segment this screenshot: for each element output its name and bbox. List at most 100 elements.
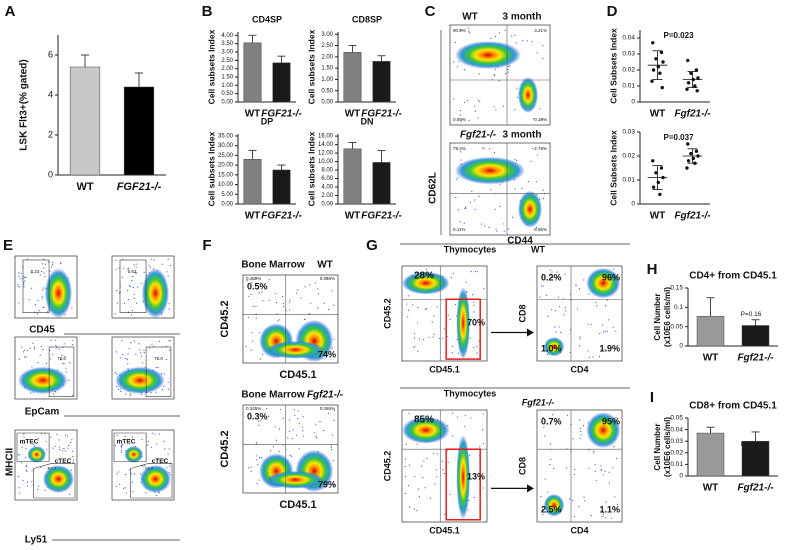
density-dot bbox=[554, 326, 556, 328]
density-dot bbox=[42, 263, 44, 265]
density-dot bbox=[521, 187, 523, 189]
density-dot bbox=[470, 271, 472, 273]
density-dot bbox=[25, 465, 27, 468]
density-dot bbox=[124, 393, 127, 395]
density-dot bbox=[29, 347, 31, 349]
density-dot bbox=[140, 283, 142, 285]
density-dot bbox=[304, 318, 306, 320]
density-dot bbox=[511, 35, 513, 37]
density-dot bbox=[68, 445, 70, 447]
y-tick-label: 16.00 bbox=[318, 134, 334, 140]
density-dot bbox=[613, 268, 615, 270]
density-dot bbox=[474, 110, 477, 112]
data-point bbox=[651, 185, 656, 189]
density-dot bbox=[32, 443, 34, 446]
annotation: P=0.037 bbox=[663, 133, 694, 142]
x-tick-label: FGF21-/- bbox=[361, 109, 402, 120]
density-blob bbox=[402, 416, 450, 444]
density-dot bbox=[595, 479, 598, 481]
density-dot bbox=[50, 436, 52, 438]
density-dot bbox=[128, 284, 130, 287]
density-dot bbox=[145, 492, 147, 494]
gate bbox=[145, 346, 172, 397]
density-dot bbox=[290, 455, 293, 457]
y-axis-label: Cell Subsets Index bbox=[608, 130, 618, 206]
density-dot bbox=[274, 426, 276, 428]
density-dot bbox=[23, 433, 25, 435]
density-dot bbox=[18, 275, 20, 277]
density-dot bbox=[425, 308, 428, 310]
density-dot bbox=[442, 337, 444, 340]
density-dot bbox=[476, 345, 478, 347]
y-tick-label: 0.03 bbox=[622, 51, 635, 58]
density-dot bbox=[489, 148, 491, 150]
density-dot bbox=[490, 37, 492, 39]
density-dot bbox=[168, 303, 170, 305]
y-tick-label: 2.00 bbox=[221, 66, 233, 72]
density-dot bbox=[558, 306, 561, 308]
density-dot bbox=[155, 391, 157, 393]
density-dot bbox=[115, 485, 117, 487]
density-dot bbox=[43, 258, 45, 260]
density-dot bbox=[140, 355, 142, 357]
density-dot bbox=[288, 430, 291, 432]
density-dot bbox=[274, 293, 277, 295]
error-bar bbox=[348, 141, 357, 149]
density-dot bbox=[432, 336, 434, 338]
density-dot bbox=[600, 465, 602, 467]
density-dot bbox=[604, 348, 606, 350]
density-dot bbox=[414, 475, 416, 477]
axis-label: CD45.2 bbox=[382, 451, 392, 482]
density-dot bbox=[168, 339, 170, 342]
density-dot bbox=[550, 458, 552, 460]
bar bbox=[372, 61, 391, 103]
density-dot bbox=[593, 452, 595, 454]
y-tick-label: 0.05 bbox=[670, 323, 683, 330]
density-dot bbox=[482, 413, 484, 415]
y-tick-label: 4.00 bbox=[221, 33, 233, 39]
density-dot bbox=[608, 482, 611, 484]
density-dot bbox=[127, 267, 130, 269]
density-dot bbox=[479, 446, 481, 448]
density-dot bbox=[449, 493, 451, 495]
density-dot bbox=[22, 351, 25, 353]
density-dot bbox=[413, 333, 416, 335]
density-dot bbox=[19, 286, 21, 288]
panel-letter: E bbox=[3, 237, 13, 254]
density-dot bbox=[133, 293, 135, 295]
density-dot bbox=[127, 298, 130, 301]
density-dot bbox=[21, 446, 23, 448]
density-dot bbox=[459, 114, 462, 116]
density-dot bbox=[469, 337, 471, 339]
density-dot bbox=[23, 286, 25, 288]
chart-title: DP bbox=[261, 116, 274, 126]
data-point bbox=[654, 171, 658, 175]
density-dot bbox=[608, 471, 610, 473]
density-dot bbox=[18, 272, 20, 274]
data-point bbox=[695, 89, 699, 93]
density-dot bbox=[71, 439, 73, 441]
density-dot bbox=[28, 299, 30, 301]
density-dot bbox=[40, 466, 42, 469]
data-point bbox=[696, 76, 700, 80]
density-dot bbox=[120, 446, 123, 448]
density-dot bbox=[157, 458, 159, 460]
density-blob bbox=[115, 366, 165, 395]
density-dot bbox=[277, 320, 279, 322]
density-dot bbox=[544, 478, 546, 480]
density-dot bbox=[163, 459, 165, 461]
x-tick-label: WT bbox=[76, 181, 93, 193]
density-blob bbox=[42, 465, 74, 493]
density-dot bbox=[166, 467, 168, 469]
density-dot bbox=[71, 344, 74, 346]
y-tick-label: 30.00 bbox=[218, 143, 234, 149]
y-tick-label: 3.50 bbox=[221, 41, 233, 47]
density-dot bbox=[282, 417, 284, 419]
density-dot bbox=[426, 457, 428, 459]
density-dot bbox=[296, 292, 298, 294]
density-dot bbox=[167, 275, 169, 277]
density-dot bbox=[477, 99, 480, 101]
density-dot bbox=[602, 324, 604, 326]
density-dot bbox=[330, 449, 333, 451]
density-dot bbox=[23, 283, 25, 285]
